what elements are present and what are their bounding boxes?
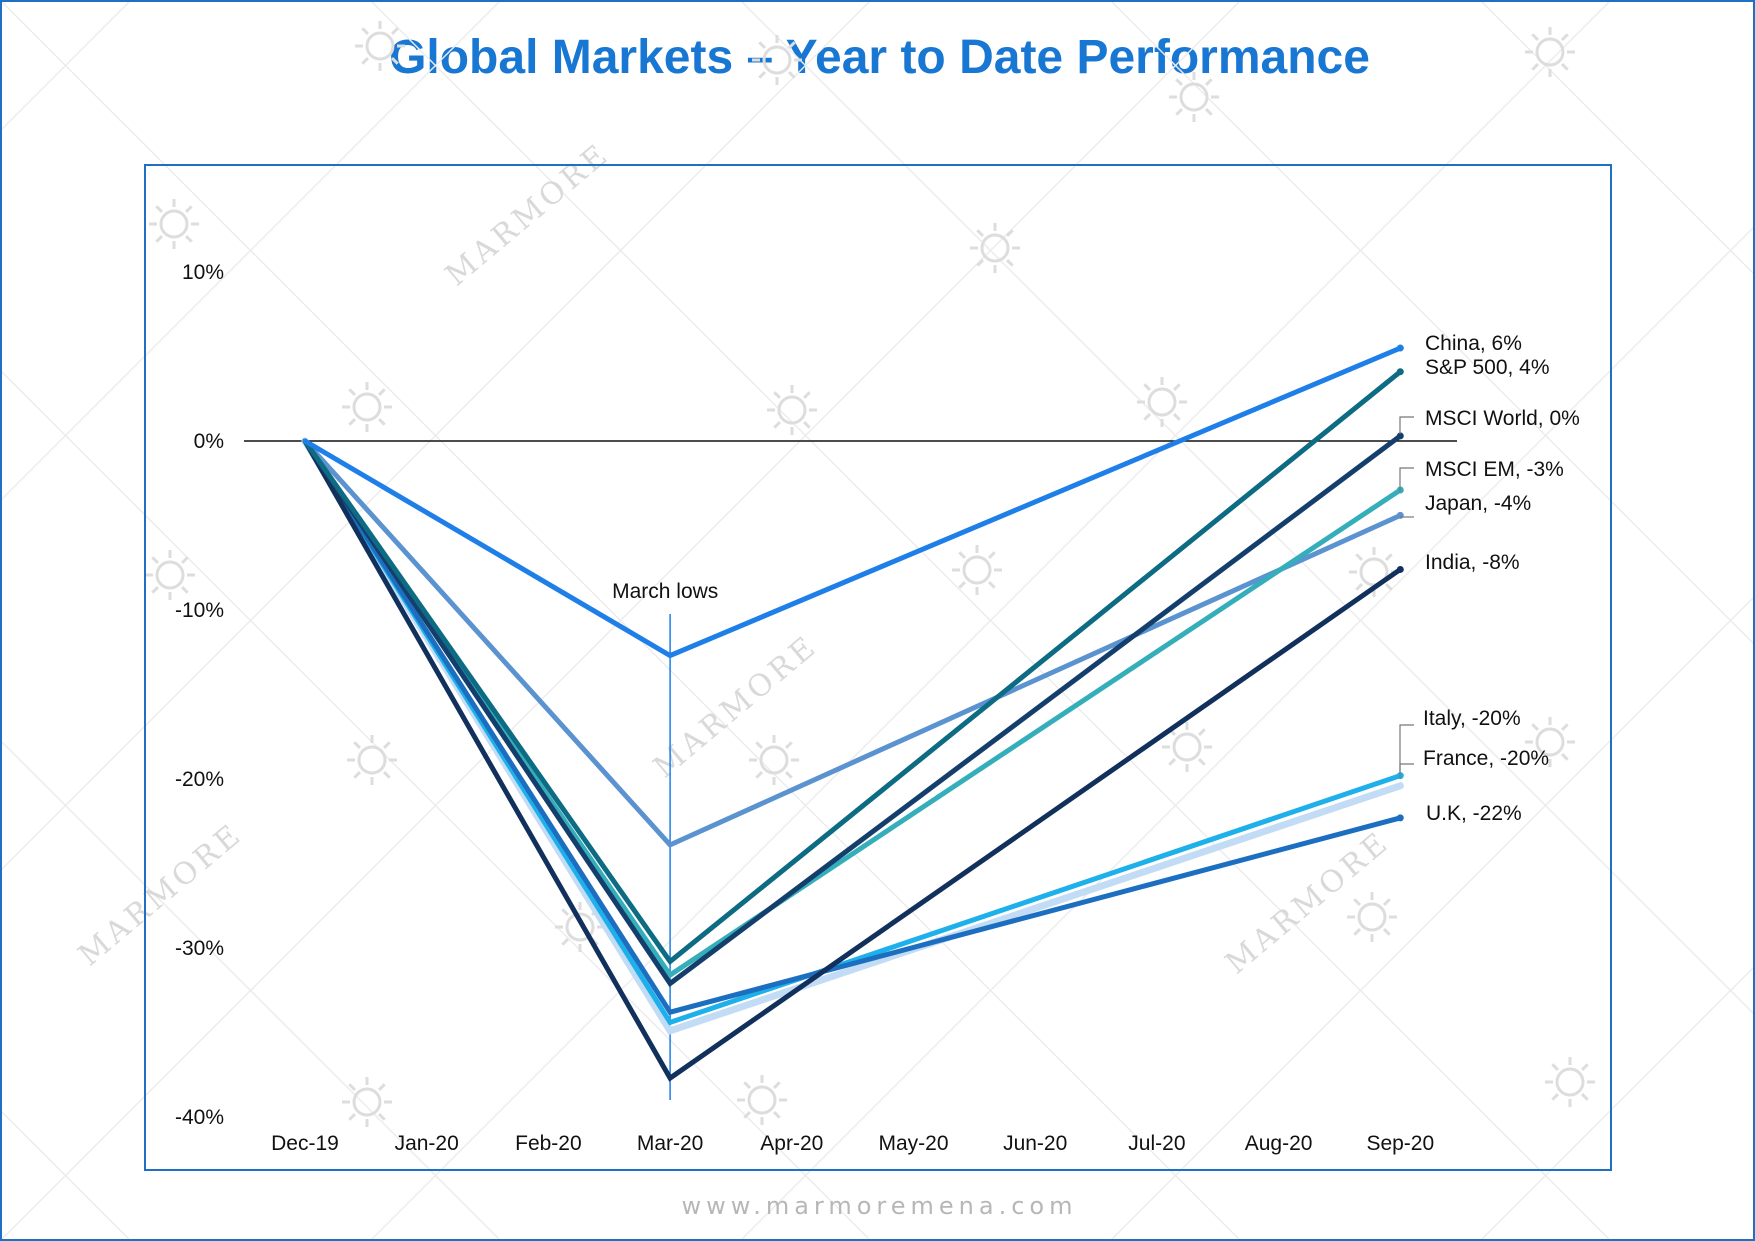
series-label-japan: Japan, -4% bbox=[1425, 492, 1531, 515]
watermark-sun-icon bbox=[1162, 722, 1212, 772]
watermark-line bbox=[741, 226, 1753, 1239]
y-tick-label: 10% bbox=[182, 261, 224, 284]
series-label-italy: Italy, -20% bbox=[1423, 707, 1521, 730]
watermark-line bbox=[371, 2, 1610, 1239]
watermark-sun-icon bbox=[1347, 892, 1397, 942]
watermark-sun-icon bbox=[1525, 717, 1575, 767]
plot-frame bbox=[144, 164, 1612, 1171]
y-tick-label: -40% bbox=[175, 1106, 224, 1129]
watermark-line bbox=[2, 370, 870, 1239]
series-label-france: France, -20% bbox=[1423, 747, 1549, 770]
series-line-china bbox=[302, 345, 1403, 659]
watermark-line bbox=[1481, 2, 1753, 275]
series-label-u-k: U.K, -22% bbox=[1426, 802, 1522, 825]
watermark-sun-icon bbox=[1169, 72, 1219, 122]
series-label-msci-em: MSCI EM, -3% bbox=[1425, 458, 1564, 481]
watermark-line bbox=[741, 2, 1753, 1015]
x-tick-label: Mar-20 bbox=[637, 1132, 704, 1155]
y-tick-label: -30% bbox=[175, 937, 224, 960]
watermark-line bbox=[2, 2, 870, 871]
series-lines bbox=[301, 344, 1404, 1082]
watermark-sun-icon bbox=[752, 35, 802, 85]
y-tick-label: 0% bbox=[194, 430, 224, 453]
x-tick-label: Jun-20 bbox=[1003, 1132, 1067, 1155]
watermark-sun-icon bbox=[342, 1077, 392, 1127]
series-endpoint bbox=[1396, 814, 1404, 822]
watermark-line bbox=[1111, 596, 1753, 1239]
watermark-line bbox=[2, 1110, 130, 1239]
series-label-china: China, 6% bbox=[1425, 332, 1522, 355]
watermark-sun-icon bbox=[145, 550, 195, 600]
watermark-sun-icon bbox=[767, 385, 817, 435]
watermark-sun-icon bbox=[737, 1075, 787, 1125]
y-tick-label: -10% bbox=[175, 599, 224, 622]
footer-url: www.marmoremena.com bbox=[681, 1192, 1078, 1220]
series-label-s-p-500: S&P 500, 4% bbox=[1425, 356, 1550, 379]
x-tick-label: Jul-20 bbox=[1128, 1132, 1185, 1155]
watermark-sun-icon bbox=[1525, 27, 1575, 77]
series-endpoint bbox=[1396, 782, 1404, 790]
series-line-japan bbox=[302, 438, 1403, 848]
series-line-u-k bbox=[302, 438, 1403, 1016]
watermark-sun-icon bbox=[347, 735, 397, 785]
watermark-sun-icon bbox=[749, 735, 799, 785]
label-leader-line bbox=[1399, 763, 1414, 772]
series-label-msci-world: MSCI World, 0% bbox=[1425, 407, 1580, 430]
label-leader-line bbox=[1399, 467, 1414, 492]
watermark-line bbox=[2, 2, 1240, 1239]
watermark-sun-icon bbox=[555, 902, 605, 952]
x-tick-label: Feb-20 bbox=[515, 1132, 582, 1155]
label-leader-line bbox=[1399, 724, 1414, 778]
series-label-india: India, -8% bbox=[1425, 551, 1520, 574]
x-tick-label: Aug-20 bbox=[1245, 1132, 1313, 1155]
watermark-line bbox=[2, 740, 500, 1239]
chart-title: Global Markets – Year to Date Performanc… bbox=[389, 31, 1370, 84]
watermark-sun-icon bbox=[1137, 377, 1187, 427]
y-tick-label: -20% bbox=[175, 768, 224, 791]
series-endpoint bbox=[1396, 565, 1404, 573]
watermark-line bbox=[2, 2, 500, 501]
x-tick-label: Dec-19 bbox=[271, 1132, 339, 1155]
series-endpoint bbox=[1396, 368, 1404, 376]
watermark-sun-icon bbox=[970, 223, 1020, 273]
watermark-sun-icon bbox=[149, 199, 199, 249]
x-tick-label: Apr-20 bbox=[760, 1132, 823, 1155]
watermark-sun-icon bbox=[952, 545, 1002, 595]
axes: 10% 0% -10% -20% -30% -40% Dec-19 Jan-20 Feb-20 M… bbox=[175, 261, 1457, 1155]
x-tick-label: May-20 bbox=[878, 1132, 948, 1155]
series-endpoint bbox=[1396, 511, 1404, 519]
series-line-s-p-500 bbox=[302, 369, 1403, 966]
series-labels: China, 6%S&P 500, 4% MSCI World, 0% MSCI E… bbox=[1399, 332, 1580, 825]
series-endpoint bbox=[1396, 432, 1404, 440]
series-endpoint bbox=[1396, 344, 1404, 352]
watermark-sun-icon bbox=[342, 382, 392, 432]
series-line-india bbox=[302, 438, 1403, 1082]
label-leader-line bbox=[1399, 416, 1414, 434]
watermark-line bbox=[2, 2, 130, 131]
watermark-sun-icon bbox=[355, 21, 405, 71]
watermark-line bbox=[1481, 966, 1753, 1239]
watermark-text: MARMORE bbox=[439, 136, 617, 293]
x-tick-label: Sep-20 bbox=[1366, 1132, 1434, 1155]
march-lows-annotation: March lows bbox=[612, 580, 718, 603]
series-line-msci-world bbox=[302, 433, 1403, 988]
watermark-sun-icon bbox=[1545, 1057, 1595, 1107]
x-tick-label: Jan-20 bbox=[395, 1132, 459, 1155]
